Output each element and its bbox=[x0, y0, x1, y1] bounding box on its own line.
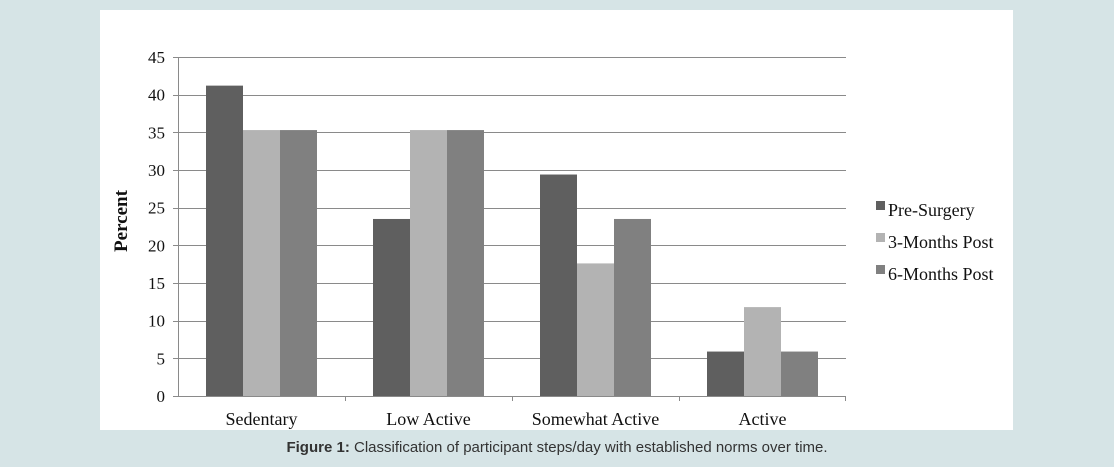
legend-label: Pre-Surgery bbox=[888, 200, 975, 220]
bar bbox=[707, 351, 744, 396]
bar bbox=[373, 218, 410, 396]
x-tick-label: Somewhat Active bbox=[532, 409, 659, 429]
bar bbox=[614, 218, 651, 396]
bar bbox=[206, 85, 243, 397]
y-tick-label: 25 bbox=[148, 199, 165, 218]
legend-swatch bbox=[876, 233, 885, 242]
y-tick-label: 20 bbox=[148, 236, 165, 255]
y-tick-label: 0 bbox=[157, 387, 166, 406]
bar bbox=[577, 263, 614, 396]
bar bbox=[540, 174, 577, 396]
legend: Pre-Surgery 3-Months Post 6-Months Post bbox=[876, 200, 994, 284]
caption-text: Classification of participant steps/day … bbox=[349, 439, 828, 456]
y-tick-label: 40 bbox=[148, 86, 165, 105]
bar bbox=[280, 130, 317, 396]
bar bbox=[781, 351, 818, 396]
legend-label: 3-Months Post bbox=[888, 232, 994, 252]
caption-label: Figure 1: bbox=[286, 439, 350, 456]
y-tick-label: 35 bbox=[148, 123, 165, 142]
x-tick-label: Active bbox=[739, 409, 787, 429]
y-axis-label: Percent bbox=[111, 189, 132, 252]
y-tick-label: 10 bbox=[148, 312, 165, 331]
legend-swatch bbox=[876, 265, 885, 274]
y-tick-label: 15 bbox=[148, 274, 165, 293]
x-tick-label: Low Active bbox=[386, 409, 470, 429]
y-tick-label: 45 bbox=[148, 48, 165, 67]
axes bbox=[173, 57, 846, 401]
bar bbox=[744, 307, 781, 396]
y-tick-label: 5 bbox=[157, 349, 166, 368]
y-tick-labels: 0 5 10 15 20 25 30 35 40 45 bbox=[148, 48, 165, 406]
bars bbox=[206, 85, 818, 397]
legend-swatch bbox=[876, 201, 885, 210]
y-tick-label: 30 bbox=[148, 161, 165, 180]
bar bbox=[447, 130, 484, 396]
x-tick-labels: Sedentary Low Active Somewhat Active Active bbox=[226, 409, 787, 429]
legend-label: 6-Months Post bbox=[888, 264, 994, 284]
x-tick-label: Sedentary bbox=[226, 409, 298, 429]
bar bbox=[243, 130, 280, 396]
bar bbox=[410, 130, 447, 396]
figure-caption: Figure 1: Classification of participant … bbox=[0, 439, 1114, 456]
